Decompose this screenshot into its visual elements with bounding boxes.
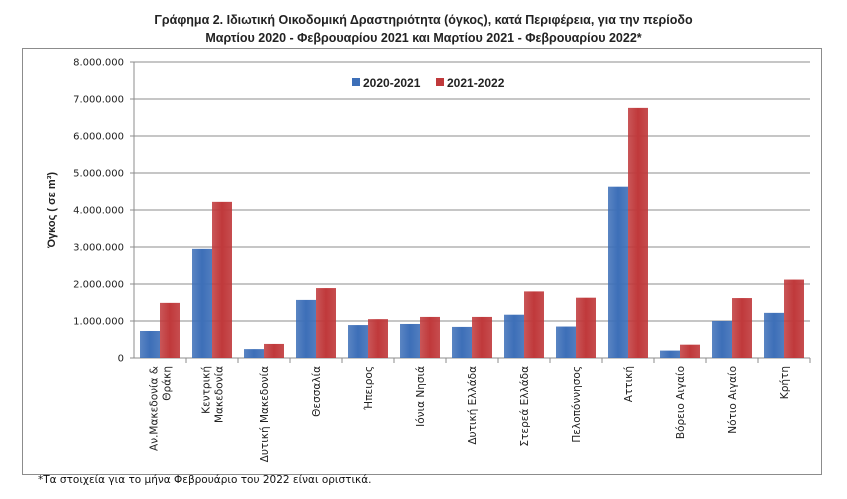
x-tick-label: Δυτική Ελλάδα: [467, 366, 479, 445]
bar-2021-2022: [784, 279, 804, 358]
x-tick-label: Μακεδονία: [214, 366, 226, 423]
y-tick-label: 4.000.000: [73, 206, 124, 217]
bar-2020-2021: [608, 186, 628, 358]
x-tick-label: Αττική: [623, 366, 635, 402]
bar-2020-2021: [244, 349, 264, 358]
x-tick-label: Θράκη: [162, 366, 174, 401]
x-tick-label: Βόρειο Αιγαίο: [675, 366, 687, 439]
bar-2021-2022: [316, 288, 336, 358]
footnote: *Τα στοιχεία για το μήνα Φεβρουάριο του …: [38, 474, 372, 486]
bar-2021-2022: [732, 298, 752, 358]
x-tick-label: Κεντρική: [201, 366, 213, 414]
x-tick-label: Ιόνια Νησιά: [415, 366, 427, 427]
y-tick-label: 6.000.000: [73, 132, 124, 143]
bar-2021-2022: [680, 344, 700, 358]
chart-frame: [22, 48, 822, 475]
bar-2020-2021: [556, 326, 576, 358]
bar-2020-2021: [140, 330, 160, 358]
bar-2021-2022: [524, 291, 544, 358]
bar-2020-2021: [452, 326, 472, 358]
bar-2020-2021: [348, 325, 368, 358]
bar-2020-2021: [712, 321, 732, 358]
bar-2021-2022: [264, 343, 284, 358]
legend-label: 2020-2021: [363, 76, 421, 90]
y-tick-label: 5.000.000: [73, 169, 124, 180]
x-tick-label: Δυτική Μακεδονία: [259, 366, 271, 462]
y-axis-label: Όγκος ( σε m³): [46, 172, 58, 249]
bar-2020-2021: [192, 248, 212, 358]
y-tick-label: 0: [118, 354, 124, 365]
y-tick-label: 1.000.000: [73, 317, 124, 328]
x-tick-label: Αν.Μακεδονία &: [149, 366, 161, 451]
bar-2020-2021: [660, 350, 680, 358]
bar-2020-2021: [504, 314, 524, 358]
y-tick-label: 7.000.000: [73, 95, 124, 106]
x-tick-label: Ήπειρος: [363, 366, 375, 411]
legend-swatch: [436, 78, 444, 86]
bar-2020-2021: [400, 323, 420, 358]
y-tick-label: 8.000.000: [73, 58, 124, 69]
x-tick-label: Πελοπόννησος: [571, 366, 583, 443]
y-tick-label: 3.000.000: [73, 243, 124, 254]
bar-2021-2022: [368, 319, 388, 358]
x-tick-label: Νότιο Αιγαίο: [727, 366, 739, 434]
bar-2021-2022: [576, 297, 596, 358]
bar-2020-2021: [764, 312, 784, 358]
chart-title: Γράφημα 2. Ιδιωτική Οικοδομική Δραστηριό…: [154, 13, 693, 27]
bar-2021-2022: [212, 201, 232, 358]
bar-2021-2022: [628, 107, 648, 358]
bar-2021-2022: [420, 316, 440, 358]
bar-2020-2021: [296, 299, 316, 358]
x-tick-label: Στερεά Ελλάδα: [519, 366, 531, 447]
y-tick-label: 2.000.000: [73, 280, 124, 291]
legend-label: 2021-2022: [447, 76, 505, 90]
bar-2021-2022: [160, 302, 180, 358]
bar-2021-2022: [472, 316, 492, 358]
chart-subtitle: Μαρτίου 2020 - Φεβρουαρίου 2021 και Μαρτ…: [205, 31, 642, 45]
x-tick-label: Κρήτη: [779, 366, 791, 399]
x-tick-label: Θεσσαλία: [311, 366, 323, 417]
legend-swatch: [352, 78, 360, 86]
